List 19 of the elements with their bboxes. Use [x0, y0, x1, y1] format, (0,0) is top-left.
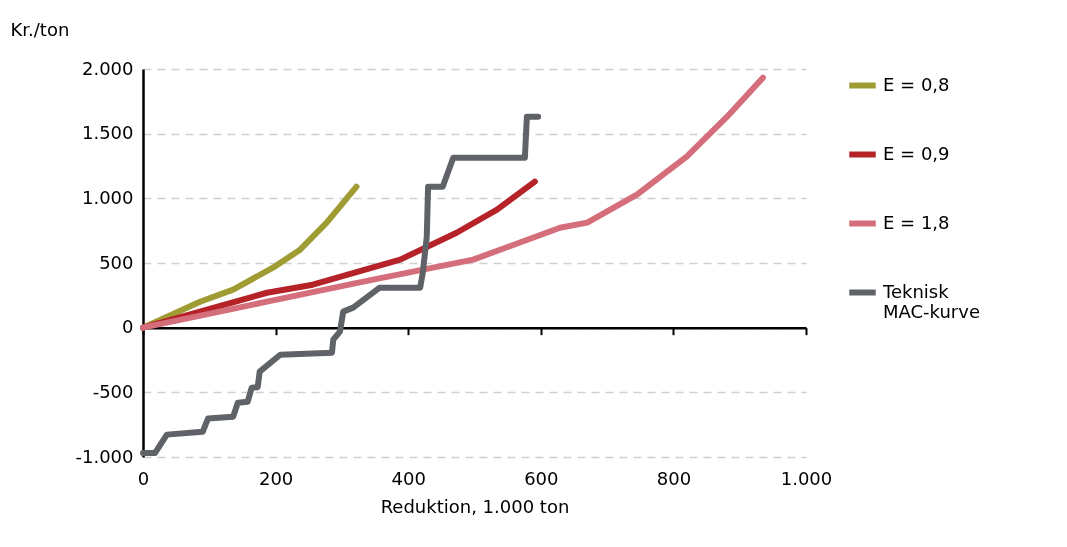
x-tick-label: 200 [258, 467, 294, 489]
x-tick-label: 600 [524, 467, 559, 489]
legend-label: E = 0,8 [883, 73, 950, 95]
y-tick-label: 500 [99, 251, 134, 273]
x-tick-label: 400 [391, 467, 426, 489]
y-tick-label: 0 [122, 316, 134, 338]
legend-label: Teknisk MAC-kurve [882, 280, 980, 322]
x-tick-label: 800 [656, 467, 692, 489]
x-tick-label: 0 [137, 467, 150, 489]
x-axis-title: Reduktion, 1.000 ton [380, 495, 570, 517]
y-tick-label: -500 [92, 380, 134, 402]
y-tick-label: -1.000 [75, 445, 134, 467]
legend-label: E = 0,9 [883, 142, 950, 164]
y-tick-label: 1.000 [81, 186, 134, 208]
y-tick-label: 2.000 [81, 57, 134, 79]
y-tick-label: 1.500 [81, 122, 134, 144]
y-axis-title: Kr./ton [10, 18, 70, 40]
legend-label: E = 1,8 [883, 211, 950, 233]
x-tick-label: 1.000 [780, 467, 833, 489]
